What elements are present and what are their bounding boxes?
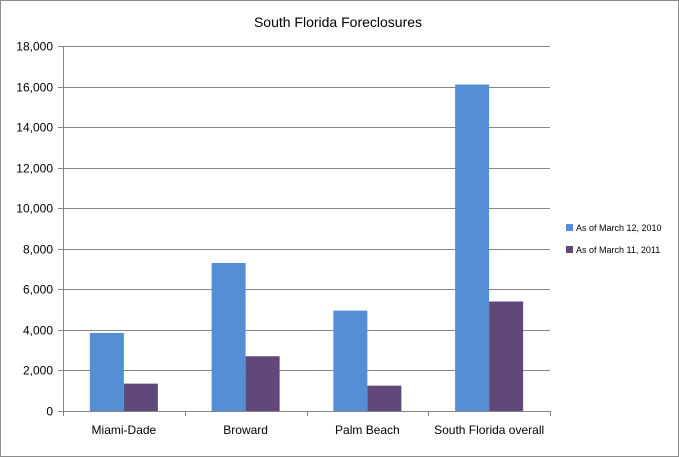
legend: As of March 12, 2010 As of March 11, 2011 [566, 223, 662, 255]
bar [367, 385, 402, 411]
bar [211, 262, 246, 411]
y-tick-label: 2,000 [23, 364, 53, 378]
y-tick-label: 16,000 [16, 81, 53, 95]
x-axis: Miami-Dade Broward Palm Beach South Florida… [63, 411, 551, 437]
bar [89, 332, 124, 411]
bar [333, 310, 368, 411]
y-tick-label: 0 [46, 405, 53, 419]
bar [245, 356, 280, 411]
x-tick-label: South Florida overall [434, 423, 544, 437]
bar [489, 301, 524, 411]
y-tick-label: 4,000 [23, 324, 53, 338]
bars [89, 84, 524, 412]
x-tick-label: Palm Beach [335, 423, 400, 437]
bar [455, 84, 490, 412]
chart-title: South Florida Foreclosures [254, 14, 422, 30]
y-tick-label: 6,000 [23, 283, 53, 297]
legend-swatch [566, 224, 573, 231]
y-tick-label: 18,000 [16, 40, 53, 54]
y-tick-label: 12,000 [16, 162, 53, 176]
x-tick-label: Miami-Dade [92, 423, 157, 437]
legend-label: As of March 12, 2010 [576, 223, 662, 233]
y-tick-label: 10,000 [16, 202, 53, 216]
legend-swatch [566, 246, 573, 253]
y-axis: 0 2,000 4,000 6,000 8,000 10,000 12,000 14,000 1… [16, 40, 64, 419]
x-tick-label: Broward [223, 423, 268, 437]
legend-label: As of March 11, 2011 [576, 245, 660, 255]
y-tick-label: 8,000 [23, 243, 53, 257]
y-tick-label: 14,000 [16, 121, 53, 135]
bar [123, 383, 158, 411]
